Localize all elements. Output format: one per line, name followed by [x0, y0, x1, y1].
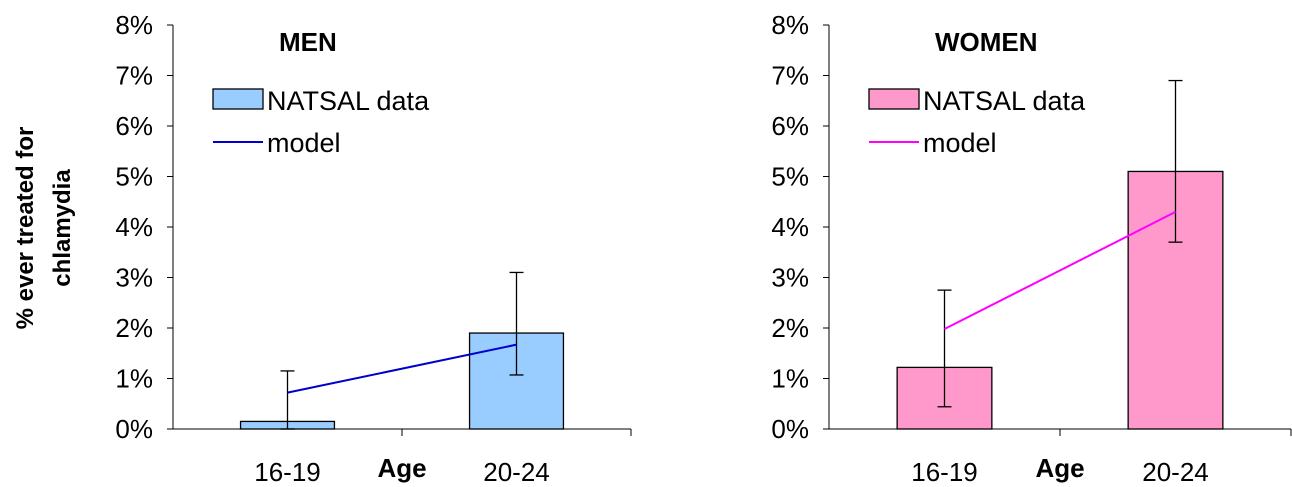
y-axis-title-line2: chlamydia	[49, 169, 76, 287]
y-tick-label: 1%	[771, 364, 809, 394]
y-tick-label: 6%	[771, 111, 809, 141]
y-tick-label: 5%	[115, 162, 153, 192]
legend-swatch-bar	[868, 88, 920, 110]
chart-panel-1: 0% 1% 2% 3% 4% 5% 6% 7% 8% 16-19 20-24 Age WOMEN NATS…	[771, 10, 1292, 487]
x-tick-label: 20-24	[1142, 457, 1209, 487]
y-tick-label: 4%	[115, 212, 153, 242]
legend-swatch-bar	[212, 88, 264, 110]
y-tick-label: 8%	[771, 10, 809, 40]
panel-title: MEN	[279, 27, 337, 57]
model-line	[944, 210, 1176, 330]
y-tick-label: 7%	[771, 61, 809, 91]
y-tick-label: 3%	[115, 263, 153, 293]
legend-label-bar: NATSAL data	[923, 86, 1086, 116]
y-tick-label: 8%	[115, 10, 153, 40]
y-tick-label: 4%	[771, 212, 809, 242]
y-tick-label: 1%	[115, 364, 153, 394]
model-line	[287, 343, 517, 394]
y-tick-label: 6%	[115, 111, 153, 141]
x-tick-label: 16-19	[254, 457, 321, 487]
y-tick-label: 2%	[115, 313, 153, 343]
y-tick-label: 7%	[115, 61, 153, 91]
y-tick-label: 5%	[771, 162, 809, 192]
legend-label-line: model	[267, 128, 341, 158]
x-tick-label: 20-24	[483, 457, 550, 487]
y-tick-label: 0%	[771, 414, 809, 444]
legend-label-line: model	[923, 128, 997, 158]
x-axis-title: Age	[1035, 453, 1084, 483]
chart-panel-0: 0% 1% 2% 3% 4% 5% 6% 7% 8% 16-19 20-24 Age MEN NATSAL…	[115, 10, 632, 487]
y-tick-label: 3%	[771, 263, 809, 293]
legend-label-bar: NATSAL data	[267, 86, 430, 116]
y-axis-title-line1: % ever treated for	[12, 127, 39, 330]
x-tick-label: 16-19	[911, 457, 978, 487]
y-tick-label: 2%	[771, 313, 809, 343]
x-axis-title: Age	[377, 453, 426, 483]
y-tick-label: 0%	[115, 414, 153, 444]
panel-title: WOMEN	[935, 27, 1038, 57]
